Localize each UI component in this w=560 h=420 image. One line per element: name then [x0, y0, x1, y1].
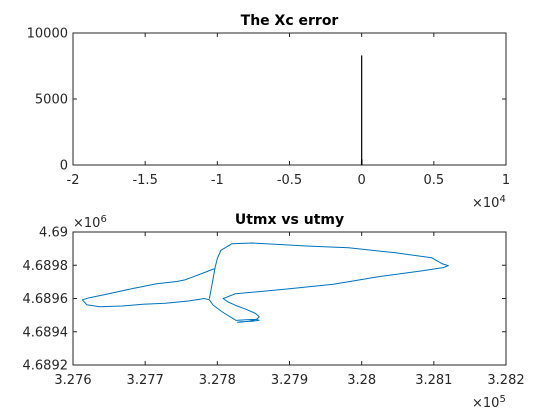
- chart-title: Utmx vs utmy: [235, 212, 344, 228]
- x-tick-label: 3.278: [199, 373, 236, 388]
- series-line: [81, 242, 449, 323]
- x-tick-label: 0: [358, 173, 366, 188]
- axes-box: [72, 32, 507, 166]
- y-tick-label: 4.6892: [23, 359, 69, 374]
- x-tick-label: 0.5: [423, 173, 444, 188]
- y-tick-label: 0: [60, 159, 68, 174]
- y-tick-label: 10000: [27, 27, 68, 42]
- x-tick-label: -1: [211, 173, 224, 188]
- x-tick-label: 3.277: [127, 373, 164, 388]
- plot-area: -2 -1.5 -1 -0.5 0 0.5 1 0 5000 10000: [27, 27, 511, 189]
- y-axis-exponent: ×106: [73, 214, 107, 231]
- axes-box: [72, 231, 507, 366]
- x-tick-label: -1.5: [132, 173, 157, 188]
- x-tick-label: 1: [502, 173, 510, 188]
- chart-title: The Xc error: [241, 13, 339, 29]
- y-tick-label: 4.6896: [23, 292, 69, 307]
- x-tick-label: 3.279: [271, 373, 308, 388]
- y-tick-label: 4.6894: [23, 325, 69, 340]
- x-tick-label: -2: [67, 173, 80, 188]
- y-tick-label: 4.6898: [23, 259, 69, 274]
- y-tick-label: 5000: [35, 93, 68, 108]
- x-tick-label: 3.28: [347, 373, 376, 388]
- utm-chart: Utmx vs utmy 3.276 3.277 3.278 3.279 3.28 3.2…: [23, 212, 525, 411]
- x-tick-label: 3.276: [54, 373, 91, 388]
- x-tick-label: 3.282: [487, 373, 524, 388]
- x-tick-label: -0.5: [277, 173, 302, 188]
- plot-area: 3.276 3.277 3.278 3.279 3.28 3.281 3.282 4.6892…: [23, 226, 525, 389]
- x-tick-label: 3.281: [415, 373, 452, 388]
- y-tick-label: 4.69: [39, 226, 68, 241]
- x-axis-exponent: ×104: [472, 194, 506, 211]
- x-axis-exponent: ×105: [472, 394, 506, 411]
- xc-error-chart: The Xc error -2 -1.5 -1 -0.5 0 0.5 1 0 5000 10000…: [27, 13, 511, 211]
